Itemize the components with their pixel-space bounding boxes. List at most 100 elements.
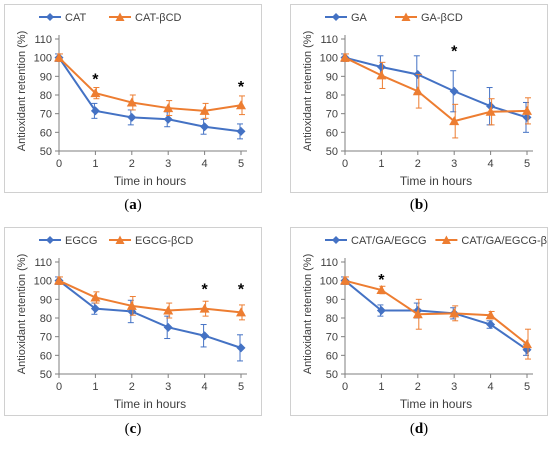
y-tick-label: 100: [320, 53, 338, 65]
y-tick-label: 70: [40, 109, 52, 121]
caption-d: (d): [409, 421, 429, 437]
y-tick-label: 60: [326, 127, 338, 139]
y-tick-label: 80: [326, 90, 338, 102]
data-point: [199, 303, 210, 313]
data-point: [163, 322, 173, 332]
chart-panel-d: CAT/GA/EGCGCAT/GA/EGCG-βCD50607080901001…: [290, 227, 548, 416]
series-line: [344, 56, 528, 119]
data-point: [449, 116, 460, 126]
x-axis-title: Time in hours: [114, 174, 186, 188]
data-point: [485, 106, 496, 116]
data-point: [486, 320, 496, 330]
x-tick-label: 4: [202, 158, 208, 170]
legend-label-0: CAT: [65, 12, 86, 24]
data-point: [127, 112, 137, 122]
legend: CAT/GA/EGCG CAT/GA/EGCG-βCD: [325, 235, 547, 247]
y-tick-label: 90: [40, 294, 52, 306]
x-tick-label: 1: [92, 381, 98, 393]
legend: CAT CAT-βCD: [39, 12, 182, 24]
data-point: [449, 308, 460, 318]
legend: GA GA-βCD: [325, 12, 463, 24]
caption-a: (a): [124, 197, 142, 213]
data-point: [522, 339, 532, 349]
y-tick-label: 70: [40, 332, 52, 344]
y-tick-label: 110: [34, 34, 52, 46]
y-tick-label: 100: [34, 276, 52, 288]
series-0: [54, 53, 246, 140]
data-point: [236, 126, 246, 136]
x-axis-title: Time in hours: [400, 174, 472, 188]
y-tick-label: 90: [326, 71, 338, 83]
significance-star: *: [92, 71, 99, 88]
data-point: [485, 310, 496, 320]
y-tick-label: 60: [40, 127, 52, 139]
significance-star: *: [201, 281, 208, 298]
significance-star: *: [238, 281, 245, 298]
chart-svg-d: CAT/GA/EGCGCAT/GA/EGCG-βCD50607080901001…: [302, 235, 547, 411]
caption-letter-b: b: [414, 197, 424, 213]
data-point: [90, 106, 100, 116]
legend-marker-1: [115, 12, 125, 21]
significance-star: *: [238, 79, 245, 96]
caption-letter-c: c: [129, 421, 137, 437]
data-point: [236, 343, 246, 353]
data-point: [486, 101, 496, 111]
legend-label-0: CAT/GA/EGCG: [351, 235, 427, 247]
series-line: [58, 279, 242, 314]
legend-label-0: EGCG: [65, 235, 97, 247]
x-tick-label: 2: [129, 158, 135, 170]
x-tick-label: 2: [129, 381, 135, 393]
y-tick-label: 80: [40, 90, 52, 102]
legend-label-1: GA-βCD: [421, 12, 463, 24]
series-1: [54, 275, 246, 321]
series-line: [58, 57, 242, 133]
data-point: [163, 305, 174, 315]
y-axis-title: Antioxidant retention (%): [16, 31, 28, 151]
chart-svg-c: EGCG EGCG-βCD 50 60 70 80 90 100 110 0 1 2 3 4 5 Time i…: [16, 235, 247, 411]
legend-marker-0: [332, 13, 340, 21]
x-tick-label: 0: [342, 158, 348, 170]
data-point: [376, 285, 387, 294]
data-point: [376, 70, 387, 80]
data-point: [376, 62, 386, 72]
data-point: [340, 275, 350, 285]
series-0: [54, 276, 246, 362]
y-tick-label: 110: [34, 257, 52, 269]
significance-star: *: [378, 272, 385, 289]
data-point: [90, 292, 101, 302]
y-axis-title: Antioxidant retention (%): [16, 254, 28, 374]
chart-panel-a: CAT CAT-βCD 50 60 70 80 90 100 110 0 1 2 3 4 5 Time in …: [4, 4, 262, 193]
caption-c: (c): [124, 421, 142, 437]
x-tick-label: 5: [524, 381, 530, 393]
data-point: [199, 105, 210, 115]
chart-panel-b: GA GA-βCD 50 60 70 80 90 100 110 0 1 2 3 4 5 Time in ho…: [290, 4, 548, 193]
series-line: [344, 279, 528, 351]
data-point: [449, 86, 459, 96]
data-point: [340, 52, 350, 62]
y-tick-label: 90: [40, 71, 52, 83]
series-0: [340, 276, 532, 356]
series-line: [344, 56, 528, 123]
legend-marker-0: [46, 13, 54, 21]
x-tick-label: 4: [488, 158, 494, 170]
y-tick-label: 50: [326, 369, 338, 381]
series-0: [340, 53, 532, 133]
y-axis-title: Antioxidant retention (%): [302, 31, 314, 151]
data-point: [376, 306, 386, 316]
y-tick-label: 50: [326, 146, 338, 158]
y-tick-label: 100: [320, 276, 338, 288]
data-point: [126, 300, 137, 310]
x-axis-title: Time in hours: [400, 397, 472, 411]
y-tick-label: 90: [326, 294, 338, 306]
series-line: [58, 279, 242, 349]
series-line: [58, 56, 242, 112]
series-1: [54, 52, 246, 119]
caption-letter-d: d: [414, 421, 424, 437]
significance-star: *: [451, 43, 458, 60]
data-point: [200, 122, 210, 132]
x-tick-label: 2: [415, 381, 421, 393]
y-tick-label: 50: [40, 369, 52, 381]
data-point: [126, 97, 137, 107]
chart-svg-b: GA GA-βCD 50 60 70 80 90 100 110 0 1 2 3 4 5 Time in ho…: [302, 12, 533, 188]
x-tick-label: 1: [92, 158, 98, 170]
